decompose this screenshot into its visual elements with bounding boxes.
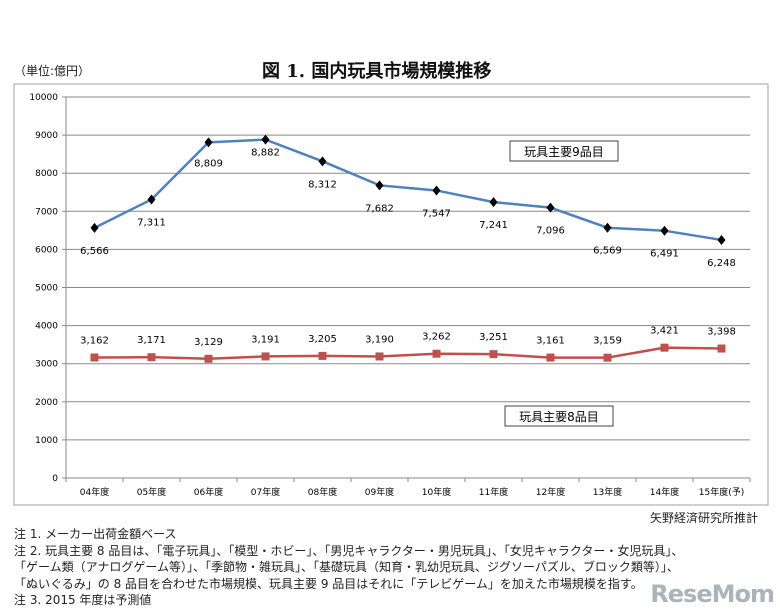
data-point xyxy=(603,353,612,362)
unit-label: （単位:億円） xyxy=(14,64,91,78)
y-tick-label: 0 xyxy=(52,474,58,484)
data-point xyxy=(261,134,270,145)
data-point xyxy=(318,351,327,360)
data-label: 3,162 xyxy=(80,336,109,347)
data-point xyxy=(90,353,99,362)
series-line-1 xyxy=(93,138,722,242)
data-point xyxy=(375,352,384,361)
y-tick-label: 4000 xyxy=(35,322,58,332)
data-point xyxy=(261,352,270,361)
x-tick-label: 14年度 xyxy=(650,486,679,498)
note-2-cont2: 「ぬいぐるみ」の 8 品目を合わせた市場規模、玩具主要 9 品目はそれに「テレビ… xyxy=(14,576,643,591)
x-tick-label: 13年度 xyxy=(593,486,622,498)
data-label: 3,191 xyxy=(251,334,280,345)
legend-box xyxy=(509,140,619,162)
data-label: 3,421 xyxy=(650,326,679,337)
data-point xyxy=(546,353,555,362)
data-label: 3,171 xyxy=(137,335,166,346)
y-tick-label: 2000 xyxy=(35,398,58,408)
resemom-logo: ReseMom xyxy=(650,580,775,608)
data-label: 6,569 xyxy=(593,246,622,257)
x-tick-label: 06年度 xyxy=(194,486,223,498)
y-tick-label: 10000 xyxy=(29,93,58,103)
x-tick-label: 09年度 xyxy=(365,486,394,498)
data-label: 3,190 xyxy=(365,334,394,345)
data-label: 6,248 xyxy=(707,258,736,269)
data-point xyxy=(489,197,498,208)
data-label: 7,547 xyxy=(422,208,451,219)
y-tick-label: 3000 xyxy=(35,360,58,370)
chart-title: 図 1. 国内玩具市場規模推移 xyxy=(262,61,492,82)
data-point xyxy=(375,180,384,191)
data-label: 3,251 xyxy=(479,332,508,343)
x-tick-label: 04年度 xyxy=(80,486,109,498)
data-label: 3,161 xyxy=(536,336,565,347)
data-label: 7,096 xyxy=(536,226,565,237)
data-label: 6,566 xyxy=(80,246,109,257)
data-label: 3,129 xyxy=(194,337,223,348)
data-point xyxy=(432,349,441,358)
y-tick-label: 1000 xyxy=(35,436,58,446)
notes: 注 1. メーカー出荷金額ベース 注 2. 玩具主要 8 品目は、「電子玩具」、… xyxy=(14,526,683,609)
data-label: 7,241 xyxy=(479,220,508,231)
x-tick-label: 15年度(予) xyxy=(699,486,744,498)
note-2: 注 2. 玩具主要 8 品目は、「電子玩具」、「模型・ホビー」、「男児キャラクタ… xyxy=(14,543,684,558)
data-label: 3,159 xyxy=(593,336,622,347)
data-point xyxy=(603,222,612,233)
note-3: 注 3. 2015 年度は予測値 xyxy=(14,593,152,607)
legend-box xyxy=(504,405,614,427)
y-tick-label: 9000 xyxy=(35,131,58,141)
y-tick-label: 6000 xyxy=(35,245,58,255)
data-point xyxy=(147,353,156,362)
note-1: 注 1. メーカー出荷金額ベース xyxy=(14,527,177,541)
note-2-cont: 「ゲーム類（アナログゲーム等）」、「季節物・雑玩具」、「基礎玩具（知育・乳幼児玩… xyxy=(14,560,679,574)
data-point xyxy=(147,194,156,205)
data-point xyxy=(318,156,327,167)
data-label: 3,398 xyxy=(707,327,736,338)
data-label: 7,682 xyxy=(365,203,394,214)
data-point xyxy=(432,185,441,196)
y-tick-label: 8000 xyxy=(35,169,58,179)
y-tick-label: 5000 xyxy=(35,284,58,294)
data-label: 6,491 xyxy=(650,249,679,260)
legend-label: 玩具主要8品目 xyxy=(519,410,599,424)
x-tick-label: 11年度 xyxy=(479,486,508,498)
source-credit: 矢野経済研究所推計 xyxy=(649,511,758,525)
y-tick-label: 7000 xyxy=(35,207,58,217)
chart-frame xyxy=(13,83,769,506)
data-label: 3,262 xyxy=(422,332,451,343)
data-point xyxy=(660,225,669,236)
data-point xyxy=(489,350,498,359)
data-label: 8,312 xyxy=(308,179,337,190)
legend-label: 玩具主要9品目 xyxy=(524,145,604,159)
data-point xyxy=(204,137,213,148)
x-tick-label: 12年度 xyxy=(536,486,565,498)
x-tick-label: 10年度 xyxy=(422,486,451,498)
data-point xyxy=(546,202,555,213)
x-tick-label: 08年度 xyxy=(308,486,337,498)
x-tick-label: 07年度 xyxy=(251,486,280,498)
data-point xyxy=(717,344,726,353)
data-label: 3,205 xyxy=(308,334,337,345)
data-label: 7,311 xyxy=(137,217,166,228)
data-label: 8,882 xyxy=(251,148,280,159)
data-point xyxy=(660,343,669,352)
data-point xyxy=(90,222,99,233)
data-label: 8,809 xyxy=(194,158,223,169)
data-point xyxy=(204,354,213,363)
x-tick-label: 05年度 xyxy=(137,486,166,498)
data-point xyxy=(717,234,726,245)
series-line-2 xyxy=(94,346,722,361)
